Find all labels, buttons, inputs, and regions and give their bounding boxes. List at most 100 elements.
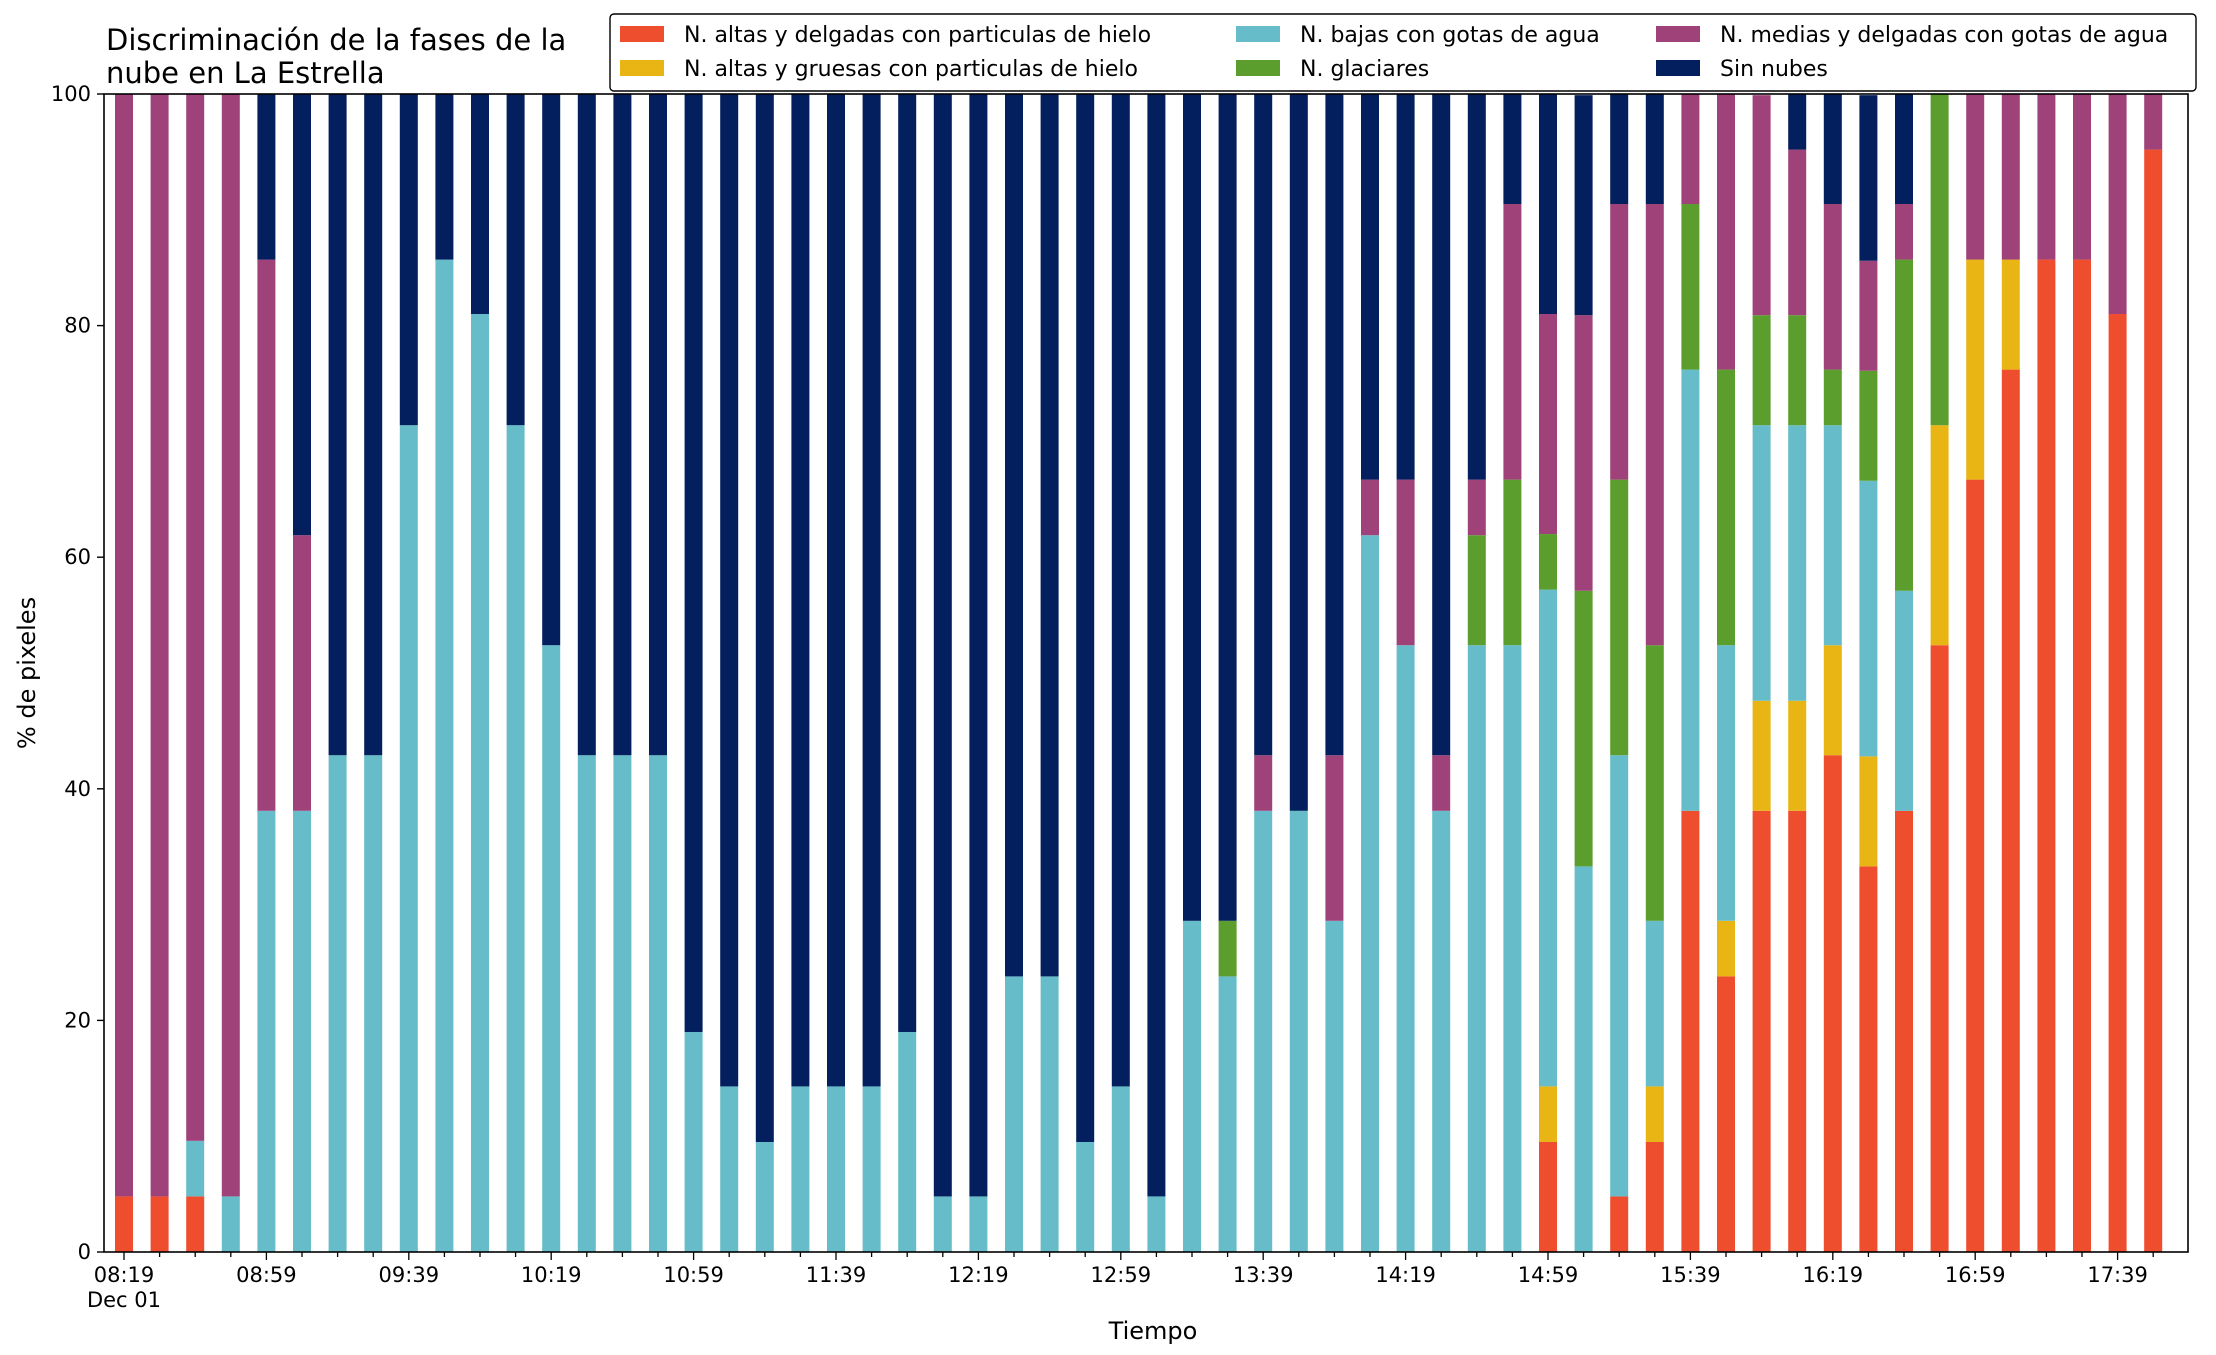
bar-segment-s5-1119: [755, 94, 774, 1142]
bar-segment-s0-0829: [150, 1196, 169, 1252]
bar-segment-s4-1709: [2001, 94, 2020, 260]
x-date-label: Dec 01: [87, 1288, 161, 1312]
bar-segment-s5-1519: [1610, 94, 1629, 205]
bar-segment-s5-1429: [1432, 94, 1451, 756]
bar-segment-s4-1459: [1539, 314, 1557, 535]
bar-segment-s5-1239: [1040, 94, 1059, 977]
bar-segment-s0-1559: [1752, 810, 1771, 1252]
bar-segment-s4-0829: [150, 94, 169, 1197]
bar-segment-s2-1159: [898, 1031, 917, 1252]
x-axis-label: Tiempo: [1108, 1317, 1198, 1345]
bar-segment-s5-1459: [1539, 94, 1557, 315]
legend-label-2: N. bajas con gotas de agua: [1300, 23, 1600, 48]
bar-segment-s2-0939: [399, 425, 418, 1252]
bar-segment-s3-1529: [1645, 645, 1664, 921]
bar-segment-s5-1529: [1645, 94, 1664, 205]
bar-segment-s3-1539: [1681, 204, 1700, 370]
bar-segment-s0-1619: [1823, 755, 1842, 1252]
x-tick-label-1459: 14:59: [1518, 1263, 1579, 1287]
bar-segment-s0-0839: [186, 1196, 205, 1252]
bar-segment-s0-1629: [1859, 866, 1878, 1252]
bar-segment-s4-1719: [2037, 94, 2056, 260]
bar-segment-s2-1549: [1717, 645, 1735, 921]
legend-swatch-1: [620, 60, 664, 76]
x-tick-label-1019: 10:19: [521, 1263, 582, 1287]
bar-segment-s2-1629: [1859, 480, 1878, 757]
x-tick-label-1419: 14:19: [1375, 1263, 1436, 1287]
bar-segment-s2-1359: [1325, 920, 1344, 1252]
legend-label-3: N. glaciares: [1300, 57, 1429, 82]
bar-segment-s3-1459: [1539, 534, 1557, 590]
bar-segment-s1-1649: [1930, 425, 1949, 646]
bar-segment-s5-1149: [862, 94, 881, 1087]
bar-segment-s0-1729: [2073, 259, 2091, 1253]
bar-segment-s3-1509: [1574, 590, 1593, 867]
bar-segment-s5-1349: [1289, 94, 1308, 811]
bar-segment-s0-1549: [1717, 976, 1735, 1252]
bar-segment-s3-1549: [1717, 369, 1735, 646]
legend-label-1: N. altas y gruesas con particulas de hie…: [684, 57, 1138, 82]
bar-segment-s2-1239: [1040, 976, 1059, 1252]
y-tick-label-100: 100: [51, 82, 91, 106]
legend-swatch-5: [1656, 60, 1700, 76]
bar-segment-s4-1429: [1432, 755, 1451, 811]
x-tick-label-1739: 17:39: [2087, 1263, 2148, 1287]
bar-segment-s3-1629: [1859, 370, 1878, 481]
bar-segment-s2-1149: [862, 1086, 881, 1252]
bar-segment-s4-1629: [1859, 260, 1878, 371]
bar-segment-s5-1449: [1503, 94, 1522, 205]
x-tick-label-1619: 16:19: [1803, 1263, 1864, 1287]
bar-segment-s2-1259: [1111, 1086, 1130, 1252]
bar-segment-s5-1129: [791, 94, 810, 1087]
bar-segment-s4-1449: [1503, 204, 1522, 480]
bar-segment-s5-1249: [1076, 94, 1095, 1142]
bar-segment-s5-1109: [720, 94, 739, 1087]
bar-segment-s1-1459: [1539, 1086, 1557, 1142]
bar-segment-s2-1529: [1645, 920, 1664, 1087]
bar-segment-s2-1109: [720, 1086, 739, 1252]
bar-segment-s2-1409: [1361, 535, 1379, 1252]
y-tick-label-80: 80: [64, 314, 91, 338]
bar-segment-s2-0859: [257, 810, 276, 1252]
bar-segment-s5-1319: [1183, 94, 1201, 921]
bar-segment-s2-1509: [1574, 866, 1593, 1252]
bar-segment-s5-1609: [1788, 94, 1807, 150]
bar-segment-s2-1039: [613, 755, 632, 1252]
bar-segment-s2-1219: [969, 1196, 988, 1252]
legend-label-0: N. altas y delgadas con particulas de hi…: [684, 23, 1151, 48]
bar-segment-s5-0909: [293, 94, 311, 536]
plot-area-frame: [103, 93, 2189, 1253]
bar-segment-s4-1739: [2108, 94, 2127, 315]
bar-segment-s4-1529: [1645, 204, 1664, 646]
bar-segment-s4-1359: [1325, 755, 1344, 921]
bar-segment-s1-1709: [2001, 259, 2020, 370]
y-tick-label-20: 20: [64, 1008, 91, 1032]
bar-segment-s0-0819: [115, 1196, 133, 1252]
bar-segment-s4-1619: [1823, 204, 1842, 370]
bar-segment-s2-1519: [1610, 755, 1629, 1197]
bar-segment-s3-1559: [1752, 315, 1771, 426]
bar-segment-s5-1309: [1147, 94, 1166, 1197]
bar-segment-s0-1709: [2001, 369, 2020, 1253]
bar-segment-s2-1229: [1005, 976, 1023, 1252]
bar-segment-s4-1609: [1788, 149, 1807, 316]
x-tick-label-1659: 16:59: [1945, 1263, 2006, 1287]
bar-segment-s2-0919: [328, 755, 347, 1252]
bar-segment-s2-1439: [1467, 645, 1486, 1252]
bar-segment-s5-1619: [1823, 94, 1842, 205]
bar-segment-s5-0919: [328, 94, 347, 756]
x-tick-label-0939: 09:39: [379, 1263, 440, 1287]
bar-segment-s2-1429: [1432, 810, 1451, 1252]
bar-segment-s4-1659: [1966, 94, 1985, 260]
bar-segment-s5-0939: [399, 94, 418, 426]
bar-segment-s1-1659: [1966, 259, 1985, 480]
bar-layer: [115, 94, 2163, 1253]
bar-segment-s2-1339: [1254, 810, 1273, 1252]
bar-segment-s5-1159: [898, 94, 917, 1032]
y-axis: 0 20 40 60 80 100: [51, 82, 104, 1264]
bar-segment-s4-0859: [257, 259, 276, 811]
bar-segment-s0-1719: [2037, 259, 2056, 1253]
bar-segment-s4-1549: [1717, 94, 1735, 370]
bar-segment-s0-1519: [1610, 1196, 1629, 1252]
